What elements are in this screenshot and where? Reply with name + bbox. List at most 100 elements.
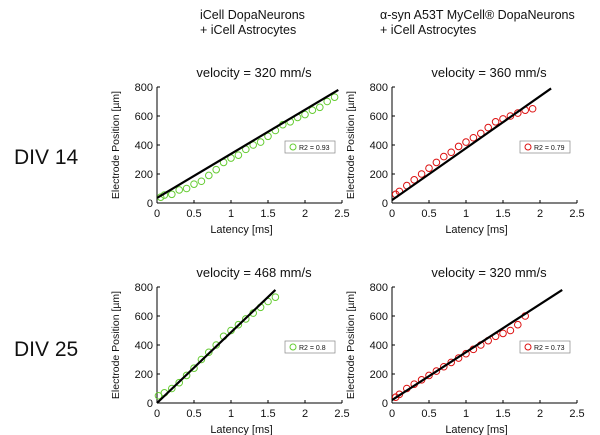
x-tick-label: 0.5 — [421, 408, 436, 420]
legend-box — [284, 140, 336, 154]
data-point — [425, 371, 433, 380]
data-point — [205, 348, 213, 357]
data-point — [154, 391, 163, 400]
x-axis-label: Latency [ms] — [210, 424, 272, 435]
legend-label: R2 = 0.79 — [534, 145, 565, 152]
x-tick-label: 2.5 — [334, 208, 349, 220]
column-header-icell: iCell DopaNeurons + iCell Astrocytes — [200, 8, 305, 37]
x-tick-label: 0 — [154, 208, 160, 220]
data-point — [197, 177, 206, 186]
data-point — [308, 106, 317, 114]
chart-panel-2: 0 0.5 1 1.5 2 2.5 0 200 400 600 800 Latency [ms] Ele… — [345, 65, 585, 236]
data-point — [447, 148, 456, 157]
data-point — [182, 371, 191, 380]
data-point — [256, 138, 265, 146]
x-axis-label: Latency [ms] — [445, 224, 507, 236]
y-tick-label: 600 — [370, 311, 388, 323]
data-point — [417, 170, 426, 178]
data-point — [168, 384, 176, 393]
chart-title: velocity = 320 mm/s — [431, 265, 547, 280]
data-point — [432, 367, 441, 375]
legend-marker — [524, 343, 532, 351]
data-point — [528, 104, 537, 113]
y-tick-label: 0 — [382, 398, 388, 410]
y-tick-label: 800 — [135, 282, 153, 294]
y-tick-label: 0 — [147, 198, 153, 210]
y-tick-label: 800 — [370, 82, 388, 94]
y-axis-label: Electrode Position [µm] — [110, 291, 122, 399]
x-tick-label: 1.5 — [260, 208, 275, 220]
x-axis-label: Latency [ms] — [210, 224, 272, 236]
data-point — [190, 180, 198, 188]
data-point — [182, 184, 191, 193]
fit-line — [156, 289, 277, 404]
legend-marker — [289, 343, 297, 351]
x-tick-label: 0.5 — [186, 208, 201, 220]
x-axis-label: Latency [ms] — [445, 424, 507, 435]
data-point — [330, 93, 339, 101]
y-tick-label: 600 — [135, 311, 153, 323]
data-point — [205, 171, 213, 180]
data-point — [469, 133, 478, 142]
fit-line — [391, 87, 552, 202]
row-label-div14: DIV 14 — [14, 146, 79, 169]
data-point — [212, 341, 220, 349]
data-point — [432, 158, 441, 167]
x-tick-label: 0 — [389, 408, 395, 420]
legend-label: R2 = 0.8 — [299, 345, 326, 352]
data-point — [454, 142, 463, 151]
data-point — [499, 329, 507, 338]
chart-title: velocity = 320 mm/s — [196, 65, 312, 80]
y-tick-label: 200 — [135, 169, 153, 181]
x-tick-label: 2 — [302, 408, 308, 420]
data-point — [316, 103, 324, 112]
data-point — [175, 186, 183, 194]
legend-label: R2 = 0.93 — [299, 145, 330, 152]
column-header-mycell: α-syn A53T MyCell® DopaNeurons + iCell A… — [380, 8, 575, 37]
y-tick-label: 400 — [135, 340, 153, 352]
data-point — [271, 293, 280, 301]
x-tick-label: 1.5 — [495, 408, 510, 420]
legend-box — [519, 140, 571, 154]
y-tick-label: 400 — [370, 340, 388, 352]
data-point — [242, 315, 250, 323]
data-point — [190, 364, 198, 373]
x-tick-label: 1 — [228, 408, 234, 420]
fit-line — [156, 88, 339, 199]
chart-title: velocity = 360 mm/s — [431, 65, 547, 80]
fit-line — [391, 288, 563, 402]
chart-panel-1: 0 0.5 1 1.5 2 2.5 0 200 400 600 800 Latency [ms] Ele… — [110, 65, 350, 236]
data-point — [425, 164, 433, 172]
y-axis-label: Electrode Position [µm] — [110, 91, 122, 199]
x-tick-label: 0.5 — [421, 208, 436, 220]
chart-panel-3: 0 0.5 1 1.5 2 2.5 0 200 400 600 800 Latency [ms] Ele… — [110, 265, 350, 435]
x-tick-label: 2 — [302, 208, 308, 220]
x-tick-label: 1 — [463, 208, 469, 220]
data-point — [234, 320, 243, 329]
y-tick-label: 0 — [382, 198, 388, 210]
data-point — [462, 138, 470, 146]
legend-marker — [524, 143, 532, 151]
chart-panel-4: 0 0.5 1 1.5 2 2.5 0 200 400 600 800 Latency [ms] Ele… — [345, 265, 585, 435]
data-point — [484, 123, 493, 132]
y-tick-label: 200 — [135, 369, 153, 381]
y-tick-label: 0 — [147, 398, 153, 410]
row-label-div25: DIV 25 — [14, 338, 79, 361]
y-tick-label: 600 — [370, 111, 388, 123]
x-tick-label: 0.5 — [186, 408, 201, 420]
x-tick-label: 1 — [463, 408, 469, 420]
x-tick-label: 2 — [537, 408, 543, 420]
y-tick-label: 800 — [135, 82, 153, 94]
legend-label: R2 = 0.73 — [534, 345, 565, 352]
data-point — [514, 320, 522, 329]
x-tick-label: 1 — [228, 208, 234, 220]
data-point — [175, 378, 183, 387]
x-tick-label: 0 — [389, 208, 395, 220]
x-tick-label: 2 — [537, 208, 543, 220]
data-point — [197, 355, 206, 364]
legend-box — [284, 340, 336, 354]
y-tick-label: 600 — [135, 111, 153, 123]
data-point — [212, 165, 220, 174]
data-point — [410, 176, 419, 184]
legend-marker — [289, 143, 297, 151]
